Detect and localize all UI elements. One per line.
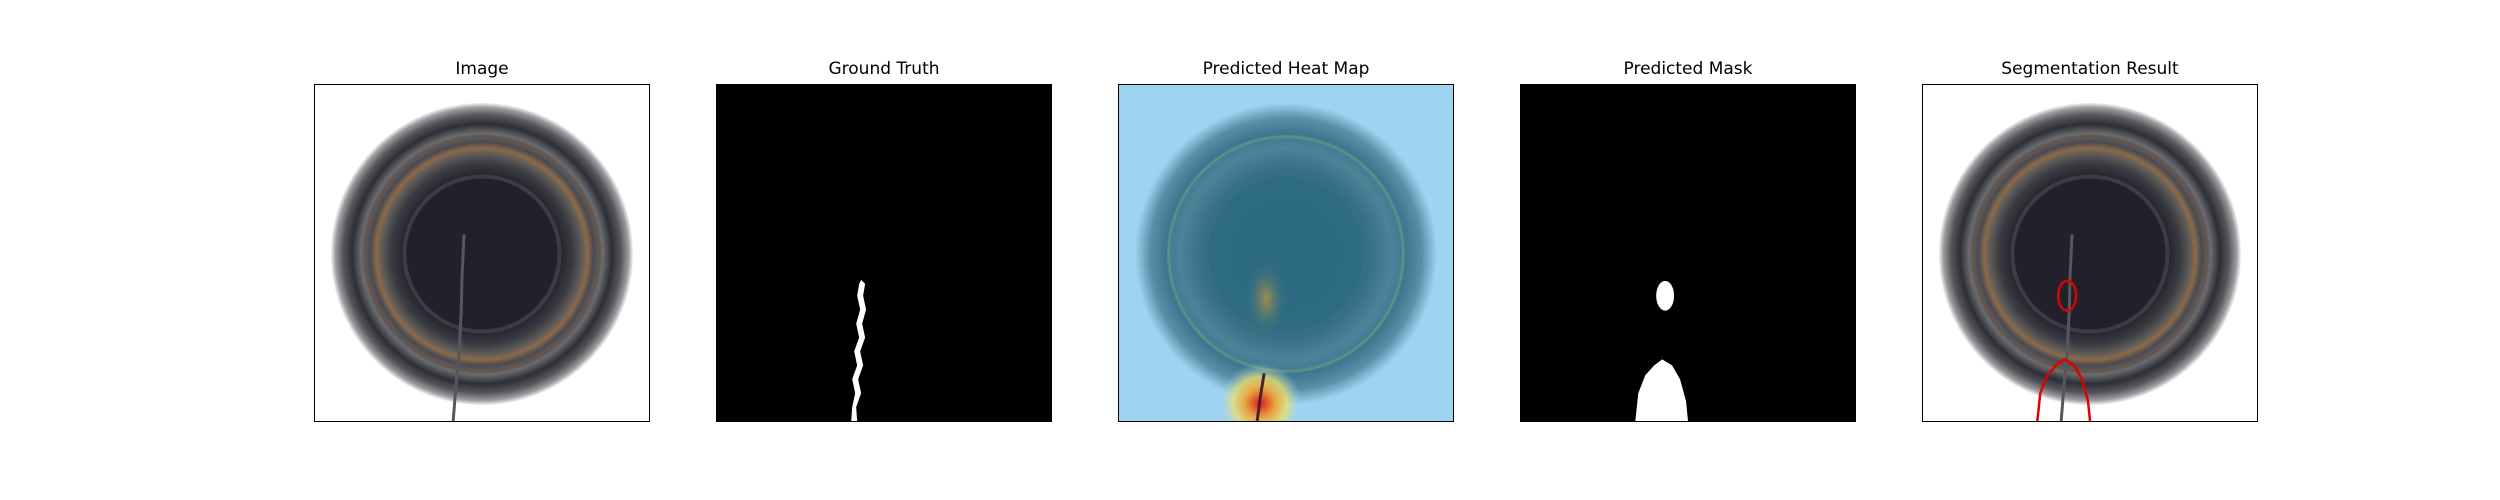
panel-title-ground-truth: Ground Truth — [828, 59, 940, 79]
bottle-image — [315, 85, 649, 421]
panel-heat-map — [1118, 84, 1454, 422]
panel-segmentation-result — [1922, 84, 2258, 422]
ground-truth-mask — [717, 85, 1051, 421]
panel-title-predicted-mask: Predicted Mask — [1623, 59, 1753, 79]
panel-title-heat-map: Predicted Heat Map — [1202, 59, 1370, 79]
panel-image — [314, 84, 650, 422]
heat-map-overlay — [1119, 85, 1453, 421]
panel-predicted-mask — [1520, 84, 1856, 422]
contour-upper — [2056, 279, 2078, 312]
panel-ground-truth — [716, 84, 1052, 422]
panel-title-image: Image — [455, 59, 509, 79]
segmentation-result-image — [1923, 85, 2257, 421]
panel-title-segmentation-result: Segmentation Result — [2001, 59, 2179, 79]
predicted-mask — [1521, 85, 1855, 421]
contour-lower — [2036, 357, 2092, 421]
